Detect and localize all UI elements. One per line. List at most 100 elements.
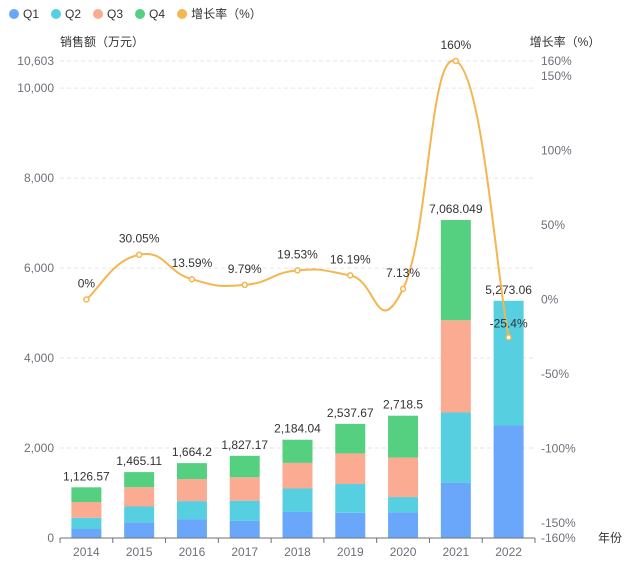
x-tick-label: 2019	[337, 545, 364, 559]
legend-label[interactable]: Q4	[149, 7, 165, 21]
growth-rate-point[interactable]	[135, 251, 143, 258]
left-axis-title: 销售额（万元）	[60, 34, 144, 49]
bar-segment-q2[interactable]	[229, 500, 260, 521]
left-tick-label: 0	[47, 531, 54, 545]
legend-label[interactable]: Q3	[107, 7, 123, 21]
bar-segment-q4[interactable]	[176, 463, 207, 480]
bar-segment-q1[interactable]	[493, 425, 524, 538]
right-tick-label: 0%	[541, 293, 559, 307]
growth-rate-label: 13.59%	[172, 256, 213, 270]
right-tick-label: 50%	[541, 218, 565, 232]
growth-rate-point[interactable]	[347, 272, 354, 279]
right-tick-label: -100%	[541, 442, 576, 456]
bar-total-label: 7,068.049	[429, 202, 483, 216]
left-tick-label: 6,000	[24, 261, 54, 275]
legend-label[interactable]: Q2	[65, 7, 81, 21]
left-tick-label: 2,000	[24, 441, 54, 455]
left-y-axis: 0 2,000 4,000 6,000 8,000 10,000 10,603	[17, 54, 54, 545]
bar-segment-q3[interactable]	[335, 453, 366, 485]
legend-swatch	[135, 9, 146, 19]
legend-swatch	[93, 9, 104, 19]
bar-segment-q1[interactable]	[388, 512, 419, 538]
bar-segment-q1[interactable]	[335, 512, 366, 538]
growth-rate-point[interactable]	[241, 281, 248, 289]
left-tick-label: 8,000	[24, 171, 54, 185]
bar-segment-q4[interactable]	[388, 415, 419, 458]
right-tick-label: -160%	[541, 531, 576, 545]
growth-rate-label: 30.05%	[119, 232, 160, 246]
bar-total-label: 2,184.04	[274, 422, 321, 436]
stacked-bars	[71, 220, 524, 538]
bar-segment-q3[interactable]	[229, 477, 260, 501]
right-axis-title: 增长率（%）	[530, 34, 601, 49]
left-tick-label: 4,000	[24, 351, 54, 365]
legend-swatch	[51, 9, 62, 19]
bar-total-label: 1,827.17	[221, 438, 268, 452]
left-tick-label: 10,603	[17, 54, 54, 68]
right-tick-label: 100%	[541, 143, 572, 157]
legend[interactable]: Q1 Q2 Q3 Q4 增长率（%）	[9, 6, 262, 21]
bar-segment-q2[interactable]	[440, 412, 471, 483]
bar-segment-q2[interactable]	[493, 300, 524, 426]
bar-total-label: 1,465.11	[116, 454, 162, 468]
bar-segment-q2[interactable]	[335, 484, 366, 513]
bar-segment-q3[interactable]	[282, 462, 313, 489]
bar-segment-q1[interactable]	[282, 511, 313, 538]
bar-segment-q3[interactable]	[71, 502, 102, 518]
bar-total-label: 1,126.57	[63, 469, 110, 483]
growth-rate-point[interactable]	[452, 57, 460, 65]
x-tick-label: 2022	[495, 545, 522, 559]
bar-segment-q4[interactable]	[71, 487, 102, 503]
legend-swatch	[9, 9, 19, 19]
legend-label[interactable]: Q1	[23, 7, 39, 21]
bar-segment-q3[interactable]	[124, 487, 155, 507]
bar-segment-q4[interactable]	[282, 439, 313, 463]
growth-rate-label: 7.13%	[386, 266, 420, 280]
x-tick-label: 2017	[231, 545, 258, 559]
bar-segment-q4[interactable]	[124, 472, 155, 488]
x-tick-label: 2014	[73, 545, 100, 559]
bar-segment-q3[interactable]	[388, 457, 419, 498]
growth-rate-label: 0%	[78, 277, 96, 291]
x-tick-label: 2018	[284, 545, 311, 559]
bar-segment-q4[interactable]	[335, 423, 366, 454]
right-tick-label: 160%	[541, 54, 572, 68]
right-tick-label: -50%	[541, 367, 569, 381]
growth-rate-line: 0% 30.05% 13.59% 9.79% 19.53% 16.19% 7.13% 160%…	[78, 38, 528, 341]
bar-segment-q2[interactable]	[176, 501, 207, 520]
bar-total-labels: 1,126.57 1,465.11 1,664.2 1,827.17 2,184.04 2…	[63, 202, 532, 483]
bar-segment-q3[interactable]	[176, 479, 207, 502]
right-tick-label: -150%	[541, 516, 576, 530]
x-tick-label: 2020	[390, 545, 417, 559]
bar-total-label: 5,273.06	[485, 283, 532, 297]
bar-segment-q3[interactable]	[440, 320, 471, 413]
growth-rate-label: 16.19%	[330, 252, 371, 266]
growth-rate-point[interactable]	[399, 285, 407, 293]
legend-label[interactable]: 增长率（%）	[191, 6, 262, 21]
x-axis-title: 年份	[598, 531, 622, 545]
growth-rate-label: 9.79%	[228, 262, 262, 276]
growth-rate-point[interactable]	[83, 296, 90, 303]
bar-segment-q1[interactable]	[71, 529, 102, 538]
bar-segment-q1[interactable]	[440, 482, 471, 538]
right-y-axis: -160%-150% -100% -50% 0% 50% 100% 150%160%	[541, 54, 576, 545]
bar-segment-q2[interactable]	[388, 497, 419, 513]
bar-segment-q1[interactable]	[229, 520, 260, 538]
bar-segment-q2[interactable]	[124, 506, 155, 523]
growth-rate-point[interactable]	[505, 334, 512, 341]
bar-segment-q2[interactable]	[282, 488, 313, 512]
growth-rate-label: 160%	[440, 38, 471, 52]
growth-rate-point[interactable]	[294, 267, 301, 274]
right-tick-label: 150%	[541, 69, 572, 83]
bar-segment-q1[interactable]	[124, 522, 155, 538]
bar-total-label: 1,664.2	[172, 445, 212, 459]
x-axis: 2014 2015 2016 2017 2018 2019 2020 2021 2022	[59, 537, 536, 559]
bar-segment-q1[interactable]	[176, 519, 207, 538]
bar-segment-q4[interactable]	[440, 220, 471, 321]
x-tick-label: 2015	[126, 545, 153, 559]
bar-segment-q2[interactable]	[71, 517, 102, 530]
growth-rate-label: -25.4%	[490, 316, 528, 330]
growth-rate-point[interactable]	[188, 275, 196, 283]
bar-segment-q4[interactable]	[229, 455, 260, 478]
